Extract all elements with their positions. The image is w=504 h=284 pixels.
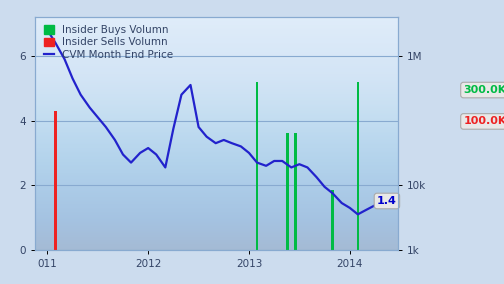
- Text: 100.0K: 100.0K: [464, 116, 504, 126]
- Bar: [54, 111, 56, 250]
- Text: 300.0K: 300.0K: [464, 85, 504, 95]
- Bar: [331, 190, 334, 250]
- Bar: [294, 133, 297, 250]
- Bar: [356, 82, 359, 250]
- Bar: [256, 82, 258, 250]
- Text: 1.4: 1.4: [377, 196, 397, 206]
- Bar: [286, 133, 288, 250]
- Legend: Insider Buys Volumn, Insider Sells Volumn, CVM Month End Price: Insider Buys Volumn, Insider Sells Volum…: [40, 22, 176, 63]
